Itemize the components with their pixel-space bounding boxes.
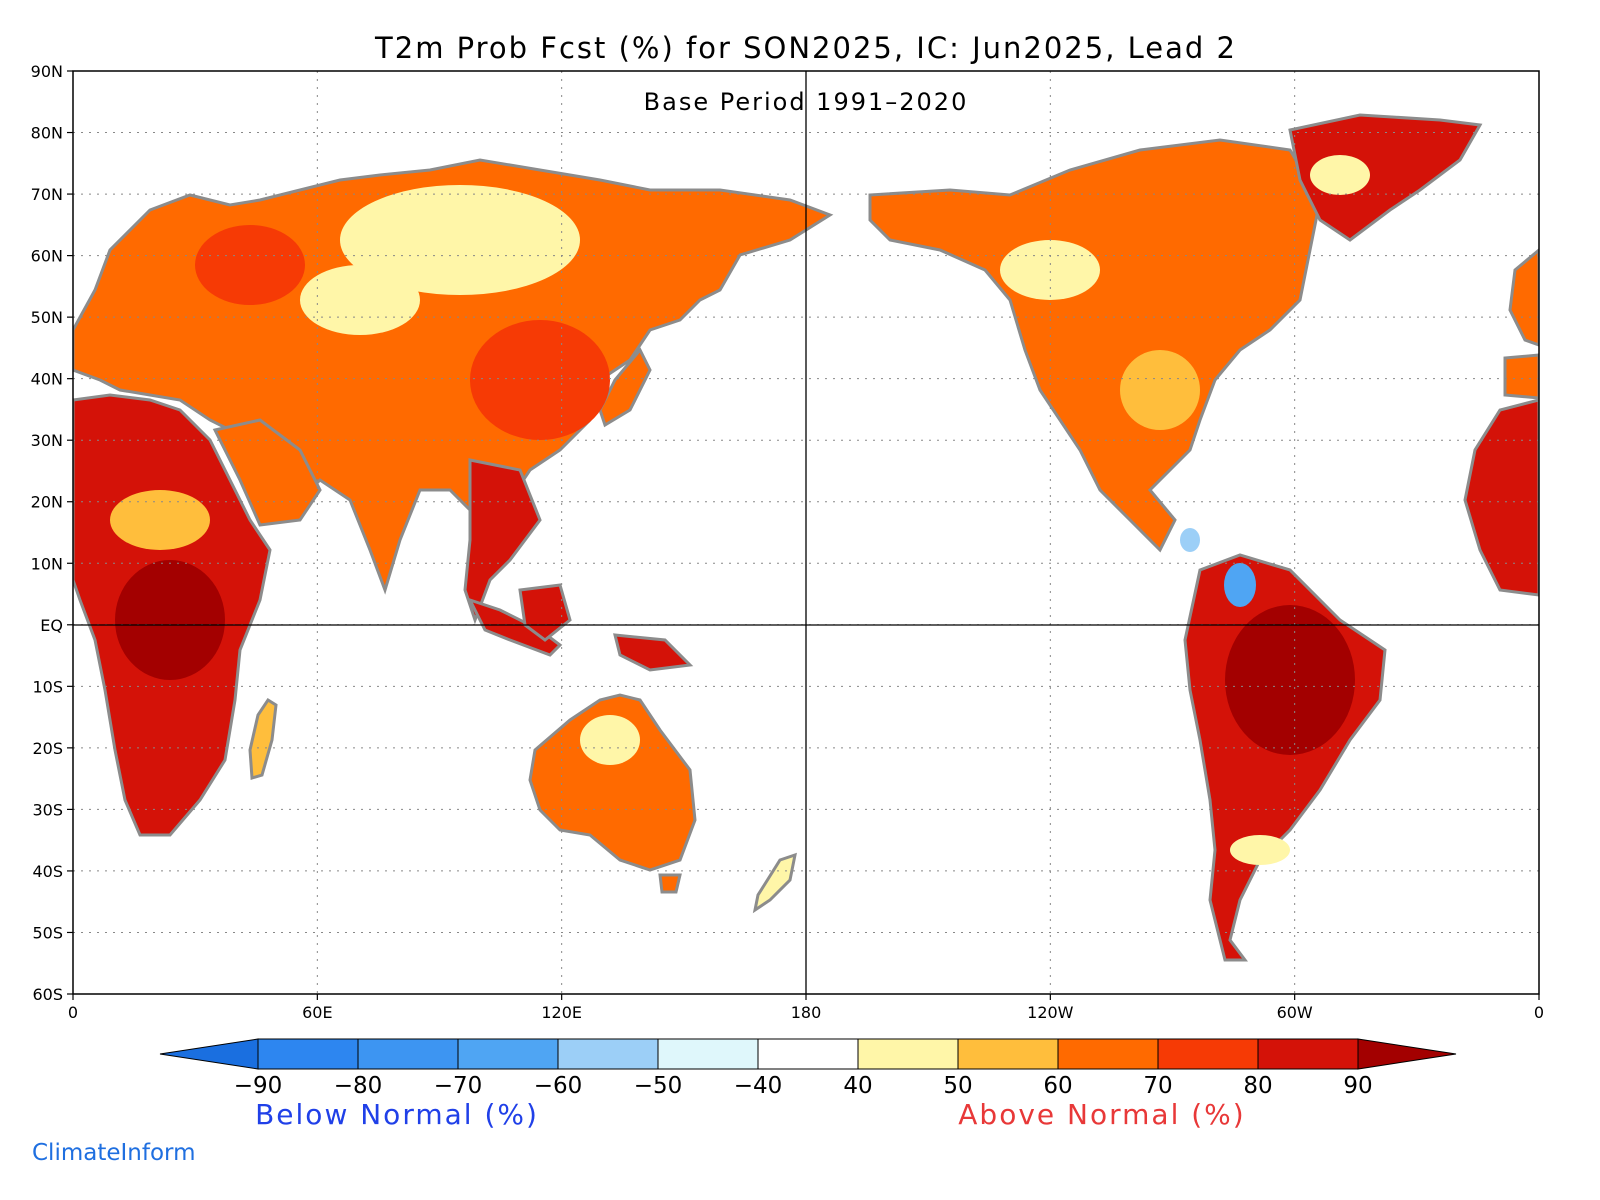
tasmania-landmass (658, 873, 682, 894)
lat-tick-label: 30N (31, 431, 63, 450)
patch-siberia-pale (340, 185, 580, 295)
lon-tick-label: 0 (68, 1003, 78, 1022)
colorbar-segment (757, 1038, 859, 1070)
patch-us-east-mild (1120, 350, 1200, 430)
credit-text: ClimateInform (32, 1140, 196, 1166)
colorbar-tick-label: 60 (1043, 1073, 1072, 1099)
patch-central-america-below (1180, 528, 1200, 552)
probability-patches (110, 155, 1370, 865)
new-zealand-landmass (752, 852, 797, 914)
colorbar-segment (357, 1038, 459, 1070)
patch-china-hot (470, 320, 610, 440)
lon-tick-label: 120W (1027, 1003, 1074, 1022)
lat-tick-label: 20S (32, 739, 63, 758)
patch-colombia-below (1224, 563, 1256, 607)
patch-russia-hot (195, 225, 305, 305)
colorbar-tick-label: −90 (234, 1073, 283, 1099)
madagascar-landmass (248, 697, 278, 780)
lat-tick-label: 40S (32, 862, 63, 881)
greenland-landmass (1288, 113, 1483, 242)
colorbar-tick-label: −40 (734, 1073, 783, 1099)
lat-tick-label: 60N (31, 247, 63, 266)
colorbar-segment (1157, 1038, 1259, 1070)
colorbar-right-arrow (1357, 1038, 1457, 1070)
lat-tick-label: 90N (31, 62, 63, 81)
iberia-edge-landmass (1503, 353, 1539, 400)
lon-tick-label: 0 (1534, 1003, 1544, 1022)
patch-greenland-pale (1310, 155, 1370, 195)
colorbar-segment (257, 1038, 359, 1070)
west-africa-edge-landmass (1463, 398, 1539, 597)
colorbar-tick-label: 40 (843, 1073, 872, 1099)
longitude-axis: 0 60E 120E 180 120W 60W 0 (68, 994, 1544, 1022)
colorbar-tick-label: −70 (434, 1073, 483, 1099)
colorbar-tick-label: 70 (1143, 1073, 1172, 1099)
lat-tick-label: 20N (31, 493, 63, 512)
europe-edge-landmass (1508, 248, 1539, 347)
lat-tick-label: 80N (31, 124, 63, 143)
australia-landmass (528, 693, 697, 872)
lon-tick-label: 180 (791, 1003, 822, 1022)
patch-central-asia-pale (300, 265, 420, 335)
patch-central-africa-max (115, 560, 225, 680)
new-guinea-landmass (613, 633, 694, 672)
latitude-axis: 90N 80N 70N 60N 50N 40N 30N 20N 10N EQ 10S 20S 30S 40… (31, 62, 73, 1004)
colorbar-tick-label: −50 (634, 1073, 683, 1099)
colorbar-segment (457, 1038, 559, 1070)
lon-tick-label: 60E (302, 1003, 332, 1022)
patch-argentina-pale (1230, 835, 1290, 865)
lat-tick-label: 50S (32, 923, 63, 942)
arabia-landmass (212, 418, 322, 527)
colorbar-segment (657, 1038, 759, 1070)
colorbar-tick-label: 50 (943, 1073, 972, 1099)
map-subtitle: Base Period 1991–2020 (644, 88, 969, 116)
colorbar-tick-label: −80 (334, 1073, 383, 1099)
colorbar-tick-label: 90 (1343, 1073, 1372, 1099)
map-title: T2m Prob Fcst (%) for SON2025, IC: Jun20… (374, 31, 1237, 65)
borneo-landmass (518, 583, 572, 642)
lat-tick-label: 70N (31, 185, 63, 204)
patch-sahel-mild (110, 490, 210, 550)
lat-tick-label: 10N (31, 554, 63, 573)
colorbar-tick-label: −60 (534, 1073, 583, 1099)
colorbar-segment (857, 1038, 959, 1070)
colorbar-segment (957, 1038, 1059, 1070)
above-normal-label: Above Normal (%) (958, 1098, 1245, 1131)
lat-tick-label: EQ (40, 616, 63, 635)
colorbar-left-arrow (159, 1038, 259, 1070)
colorbar-segment (1057, 1038, 1159, 1070)
colorbar-tick-label: 80 (1243, 1073, 1272, 1099)
north-america-landmass (868, 138, 1322, 553)
lon-tick-label: 60W (1277, 1003, 1313, 1022)
colorbar-segment (557, 1038, 659, 1070)
lat-tick-label: 40N (31, 370, 63, 389)
lon-tick-label: 120E (541, 1003, 582, 1022)
patch-brazil-max (1225, 605, 1355, 755)
indonesia-landmass (467, 597, 563, 657)
southeast-asia-landmass (463, 458, 542, 625)
patch-canada-pale (1000, 240, 1100, 300)
lat-tick-label: 60S (32, 985, 63, 1004)
colorbar-segment (1257, 1038, 1359, 1070)
lat-tick-label: 10S (32, 677, 63, 696)
patch-australia-pale (580, 715, 640, 765)
below-normal-label: Below Normal (%) (255, 1098, 539, 1131)
colorbar: −90 −80 −70 −60 −50 −40 40 50 60 70 80 90 (159, 1038, 1457, 1099)
lat-tick-label: 50N (31, 308, 63, 327)
lat-tick-label: 30S (32, 800, 63, 819)
